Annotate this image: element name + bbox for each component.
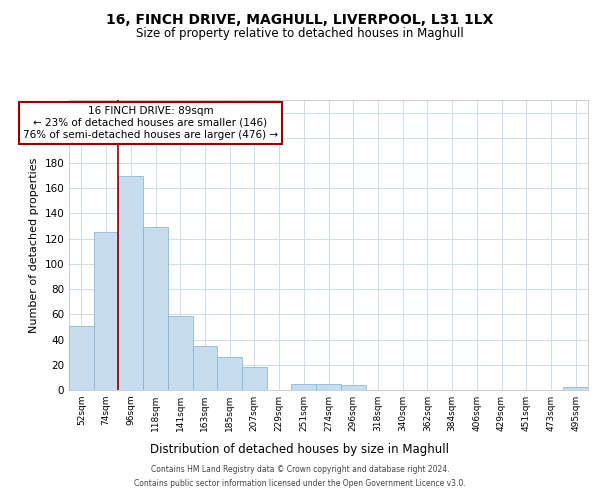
Bar <box>217 357 242 390</box>
Bar <box>168 316 193 390</box>
Bar <box>563 388 588 390</box>
Bar <box>94 232 118 390</box>
Bar <box>118 176 143 390</box>
Bar <box>341 385 365 390</box>
Text: 16, FINCH DRIVE, MAGHULL, LIVERPOOL, L31 1LX: 16, FINCH DRIVE, MAGHULL, LIVERPOOL, L31… <box>106 12 494 26</box>
Bar <box>292 384 316 390</box>
Text: Size of property relative to detached houses in Maghull: Size of property relative to detached ho… <box>136 28 464 40</box>
Bar <box>242 368 267 390</box>
Text: 16 FINCH DRIVE: 89sqm
← 23% of detached houses are smaller (146)
76% of semi-det: 16 FINCH DRIVE: 89sqm ← 23% of detached … <box>23 106 278 140</box>
Bar <box>316 384 341 390</box>
Bar <box>143 228 168 390</box>
Text: Distribution of detached houses by size in Maghull: Distribution of detached houses by size … <box>151 442 449 456</box>
Y-axis label: Number of detached properties: Number of detached properties <box>29 158 39 332</box>
Bar <box>69 326 94 390</box>
Text: Contains HM Land Registry data © Crown copyright and database right 2024.
Contai: Contains HM Land Registry data © Crown c… <box>134 466 466 487</box>
Bar <box>193 346 217 390</box>
